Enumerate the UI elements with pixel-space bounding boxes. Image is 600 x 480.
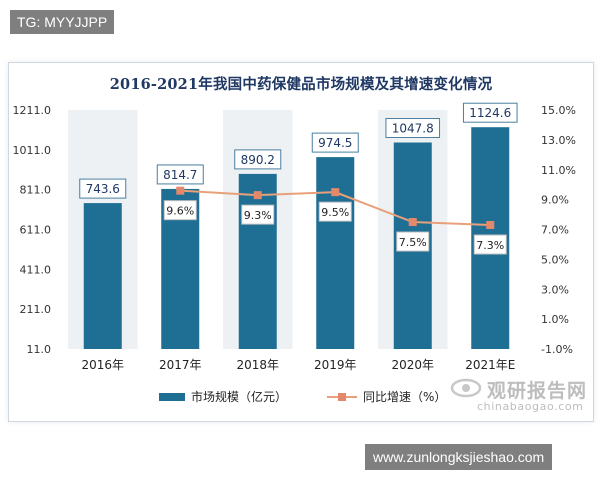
- bar-label-box: [462, 102, 518, 123]
- line-value-label: 9.6%: [166, 205, 194, 218]
- line-label-box: [163, 200, 197, 221]
- growth-line-layer: 9.6% 9.3% 9.5% 7.5% 7.3%: [163, 186, 507, 255]
- left-axis: 1211.0 1011.0 811.0 611.0 411.0 211.0 11.0: [13, 104, 52, 356]
- site-url[interactable]: www.zunlongksjieshao.com: [365, 444, 553, 470]
- bar: [238, 173, 277, 349]
- right-tick-label: 5.0%: [541, 253, 569, 266]
- right-tick-label: 3.0%: [541, 283, 569, 296]
- right-tick-label: 11.0%: [541, 164, 576, 177]
- right-tick-label: 7.0%: [541, 224, 569, 237]
- right-tick-label: 1.0%: [541, 313, 569, 326]
- line-point: [253, 191, 262, 200]
- legend-bar-swatch: [159, 393, 185, 401]
- chart-svg: 1211.0 1011.0 811.0 611.0 411.0 211.0 11.0 15.…: [13, 102, 576, 404]
- x-labels: 2016年 2017年 2018年 2019年 2020年 2021年E: [81, 358, 515, 372]
- bar-label-box: [385, 118, 441, 139]
- line-label-box: [318, 201, 352, 222]
- line-value-label: 7.5%: [399, 236, 427, 249]
- bar: [83, 203, 122, 349]
- line-label-box: [396, 231, 430, 252]
- line-point: [331, 188, 340, 197]
- left-tick-label: 811.0: [20, 184, 52, 197]
- right-tick-label: 13.0%: [541, 134, 576, 147]
- bar-value-label: 1047.8: [392, 122, 434, 136]
- x-tick-label: 2018年: [236, 358, 279, 372]
- bar: [316, 157, 355, 349]
- bar-value-label: 1124.6: [469, 106, 511, 120]
- chart-title: 2016-2021年我国中药保健品市场规模及其增速变化情况: [109, 76, 493, 93]
- bar-value-label: 814.7: [163, 168, 197, 182]
- line-value-label: 9.5%: [321, 206, 349, 219]
- left-tick-label: 1011.0: [13, 144, 52, 157]
- legend: 市场规模（亿元） 同比增速（%）: [159, 389, 446, 404]
- x-tick-label: 2021年E: [465, 358, 515, 372]
- bar-label-box: [234, 149, 282, 170]
- line-point: [176, 186, 185, 195]
- bar-value-label: 890.2: [241, 153, 275, 167]
- right-tick-label: 9.0%: [541, 194, 569, 207]
- x-tick-label: 2020年: [391, 358, 434, 372]
- left-tick-label: 1211.0: [13, 104, 52, 117]
- bar-label-box: [156, 164, 204, 185]
- line-point: [486, 221, 495, 230]
- legend-line-label: 同比增速（%）: [363, 390, 446, 404]
- line-value-label: 7.3%: [476, 239, 504, 252]
- bar-value-label: 974.5: [318, 136, 352, 150]
- x-tick-label: 2019年: [314, 358, 357, 372]
- line-value-label: 9.3%: [244, 209, 272, 222]
- watermark-logo-icon: [450, 378, 482, 398]
- left-tick-label: 11.0: [27, 343, 52, 356]
- bars-layer: 743.6 814.7 890.2 974.5 1047.8 1124.6: [79, 102, 518, 349]
- right-tick-label: 15.0%: [541, 104, 576, 117]
- legend-bar-label: 市场规模（亿元）: [191, 389, 287, 404]
- left-tick-label: 611.0: [20, 224, 52, 237]
- chart-card: 2016-2021年我国中药保健品市场规模及其增速变化情况 1211.0 1011…: [8, 62, 594, 422]
- line-point: [408, 218, 417, 227]
- watermark-text: 观研报告网: [487, 380, 588, 402]
- legend-line-marker: [338, 393, 346, 401]
- bar-label-box: [311, 132, 359, 153]
- right-axis: 15.0% 13.0% 11.0% 9.0% 7.0% 5.0% 3.0% 1.0% -1.0%: [541, 104, 576, 356]
- x-tick-label: 2017年: [159, 358, 202, 372]
- line-label-box: [241, 204, 275, 225]
- left-tick-label: 211.0: [20, 303, 52, 316]
- left-tick-label: 411.0: [20, 263, 52, 276]
- x-tick-label: 2016年: [81, 358, 124, 372]
- tg-tag: TG: MYYJJPP: [10, 10, 115, 34]
- right-tick-label: -1.0%: [541, 343, 573, 356]
- bar-label-box: [79, 178, 127, 199]
- watermark-url: chinabaogao.com: [477, 400, 584, 413]
- line-label-box: [473, 234, 507, 255]
- bar-value-label: 743.6: [86, 182, 120, 196]
